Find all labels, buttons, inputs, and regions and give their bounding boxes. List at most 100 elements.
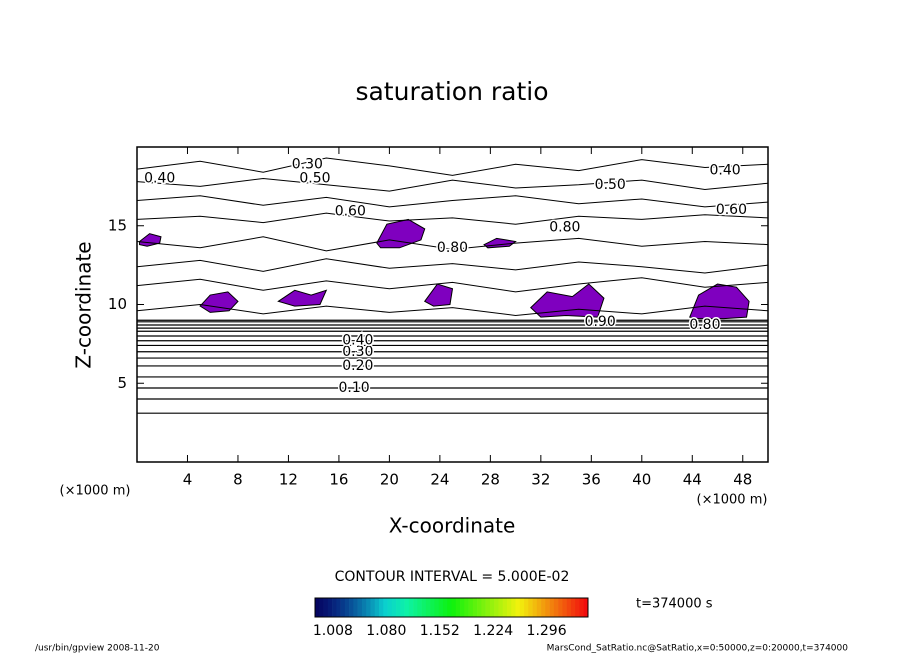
colorbar-swatch	[460, 598, 465, 617]
colorbar-swatch	[417, 598, 422, 617]
colorbar-swatch	[570, 598, 576, 617]
shaded-region	[530, 283, 605, 318]
plot-area: 0.100.200.300.400.400.300.50 0.500.400.60…	[108, 146, 769, 489]
colorbar-swatch	[357, 598, 363, 617]
x-tick-label: 36	[582, 471, 601, 489]
colorbar-swatch	[315, 598, 320, 617]
x-tick-label: 12	[279, 471, 298, 489]
colorbar-swatch	[361, 598, 367, 617]
contour-line	[136, 212, 769, 225]
x-tick-label: 4	[183, 471, 193, 489]
contour-label: 0.50	[595, 177, 626, 193]
colorbar-tick-label: 1.296	[527, 623, 567, 639]
chart-title: saturation ratio	[355, 77, 548, 106]
colorbar-swatch	[549, 598, 555, 617]
colorbar-swatch	[344, 598, 350, 617]
colorbar-swatch	[545, 598, 550, 617]
contour-line	[136, 236, 769, 252]
colorbar-swatch	[498, 598, 503, 617]
contour-label: 0.60	[716, 202, 747, 218]
colorbar-swatch	[447, 598, 452, 617]
contour-label: 0.10	[338, 380, 369, 396]
colorbar-swatch	[472, 598, 478, 617]
colorbar-swatch	[434, 598, 440, 617]
colorbar-swatch	[404, 598, 410, 617]
colorbar-swatch	[515, 598, 521, 617]
colorbar-swatch	[541, 598, 546, 617]
footer-right: MarsCond_SatRatio.nc@SatRatio,x=0:50000,…	[547, 644, 849, 654]
colorbar-swatch	[494, 598, 499, 617]
colorbar-swatch	[378, 598, 384, 617]
colorbar-swatch	[442, 598, 448, 617]
colorbar: 1.008 1.080 1.152 1.224 1.296	[313, 597, 589, 639]
contour-line	[136, 258, 769, 274]
colorbar-swatch	[485, 598, 491, 617]
colorbar-tick-label: 1.008	[313, 623, 353, 639]
colorbar-swatch	[489, 598, 495, 617]
colorbar-swatch	[421, 598, 427, 617]
y-tick-label: 15	[108, 216, 127, 234]
colorbar-swatch	[575, 598, 580, 617]
contour-label: 0.60	[335, 204, 366, 220]
colorbar-swatch	[553, 598, 559, 617]
footer-left: /usr/bin/gpview 2008-11-20	[35, 644, 160, 654]
contour-label: 0.50	[299, 171, 330, 187]
shaded-region	[277, 289, 328, 307]
colorbar-swatch	[374, 598, 380, 617]
colorbar-swatch	[387, 598, 393, 617]
y-unit: (×1000 m)	[60, 484, 131, 499]
contour-label: 0.40	[710, 163, 741, 179]
colorbar-swatch	[583, 598, 589, 617]
contour-label: 0.80	[689, 317, 720, 333]
shaded-region	[689, 283, 750, 320]
x-tick-label: 8	[233, 471, 243, 489]
colorbar-tick-label: 1.080	[366, 623, 406, 639]
colorbar-swatch	[383, 598, 388, 617]
colorbar-swatch	[506, 598, 512, 617]
contour-label: 0.30	[292, 156, 323, 172]
y-tick-label: 5	[117, 374, 127, 392]
colorbar-swatch	[502, 598, 508, 617]
contour-line	[136, 277, 769, 293]
contour-line	[136, 195, 769, 208]
x-tick-label: 48	[733, 471, 752, 489]
colorbar-swatch	[524, 598, 529, 617]
colorbar-swatch	[323, 598, 329, 617]
shaded-region	[423, 283, 454, 307]
contour-label: 0.40	[342, 333, 373, 349]
colorbar-swatch	[340, 598, 346, 617]
colorbar-swatch	[562, 598, 567, 617]
colorbar-swatch	[468, 598, 474, 617]
colorbar-swatch	[451, 598, 457, 617]
x-unit: (×1000 m)	[697, 493, 768, 508]
x-tick-label: 24	[430, 471, 449, 489]
colorbar-swatch	[353, 598, 358, 617]
contour-label: 0.80	[549, 219, 580, 235]
x-tick-label: 40	[632, 471, 651, 489]
y-axis-label: Z-coordinate	[72, 241, 96, 368]
contour-interval: CONTOUR INTERVAL = 5.000E-02	[335, 569, 570, 585]
colorbar-tick-label: 1.224	[473, 623, 513, 639]
colorbar-swatch	[430, 598, 435, 617]
colorbar-swatch	[336, 598, 341, 617]
colorbar-swatch	[349, 598, 354, 617]
colorbar-swatch	[566, 598, 572, 617]
colorbar-swatch	[400, 598, 405, 617]
colorbar-swatch	[558, 598, 563, 617]
x-tick-label: 20	[380, 471, 399, 489]
colorbar-swatch	[477, 598, 482, 617]
contour-line	[136, 157, 769, 176]
colorbar-swatch	[528, 598, 533, 617]
colorbar-swatch	[391, 598, 397, 617]
colorbar-swatch	[319, 598, 324, 617]
time-label: t=374000 s	[636, 597, 713, 612]
shaded-region	[376, 218, 426, 249]
colorbar-swatch	[511, 598, 516, 617]
colorbar-swatch	[464, 598, 469, 617]
y-tick-label: 10	[108, 295, 127, 313]
x-tick-label: 44	[683, 471, 702, 489]
shaded-region	[199, 291, 239, 313]
contour-line	[136, 303, 769, 317]
contour-label: 0.40	[144, 171, 175, 187]
